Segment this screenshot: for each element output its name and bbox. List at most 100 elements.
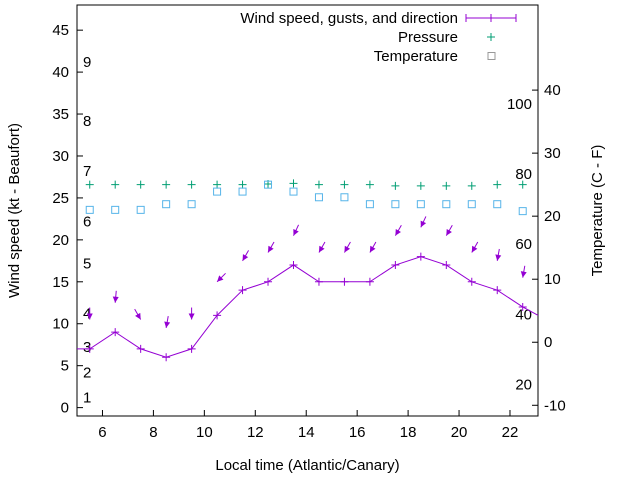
x-tick-label: 10 <box>196 424 213 441</box>
wind-point <box>314 277 323 286</box>
wind-point <box>85 344 94 353</box>
legend-label-pressure: Pressure <box>398 29 458 46</box>
y-tick-label: 15 <box>52 274 69 291</box>
x-tick-label: 22 <box>502 424 519 441</box>
gust-arrow-head <box>293 228 299 236</box>
y-tick-label: 5 <box>61 358 69 375</box>
temperature-point <box>238 187 247 196</box>
wind-point <box>289 261 298 270</box>
temperature-point <box>416 200 425 209</box>
pressure-point <box>314 180 323 189</box>
wind-point <box>467 277 476 286</box>
gust-arrow-head <box>395 228 401 236</box>
pressure-point <box>442 181 451 190</box>
y2-tick-label: 40 <box>544 82 561 99</box>
y-tick-label: 45 <box>52 22 69 39</box>
beaufort-label: 9 <box>83 54 91 71</box>
gust-arrow-head <box>369 245 376 253</box>
pressure-point <box>111 180 120 189</box>
wind-point <box>213 311 222 320</box>
temperature-point <box>518 207 527 216</box>
temperature-point <box>264 180 273 189</box>
temperature-point <box>289 187 298 196</box>
wind-point <box>187 344 196 353</box>
temperature-point <box>314 193 323 202</box>
temperature-point <box>442 200 451 209</box>
gust-arrow-head <box>268 245 274 253</box>
plot-border <box>76 4 539 417</box>
x-tick-label: 16 <box>349 424 366 441</box>
beaufort-label: 3 <box>83 339 91 356</box>
temperature-point <box>111 205 120 214</box>
y2-tick-label: 30 <box>544 145 561 162</box>
y-tick-label: 25 <box>52 190 69 207</box>
pressure-point <box>391 181 400 190</box>
temperature-point <box>85 205 94 214</box>
beaufort-label: 7 <box>83 163 91 180</box>
wind-point <box>442 261 451 270</box>
wind-point <box>518 302 527 311</box>
temperature-point <box>213 187 222 196</box>
beaufort-label: 1 <box>83 390 91 407</box>
beaufort-label: 6 <box>83 213 91 230</box>
wind-point <box>162 353 171 362</box>
pressure-point <box>187 180 196 189</box>
pressure-point <box>493 180 502 189</box>
wind-point <box>340 277 349 286</box>
pressure-point <box>416 181 425 190</box>
temperature-point <box>365 200 374 209</box>
gust-arrow-head <box>112 296 119 303</box>
wind-point <box>111 328 120 337</box>
legend-swatch-temperature <box>487 52 496 60</box>
fahrenheit-label: 60 <box>515 236 532 253</box>
temperature-point <box>467 200 476 209</box>
y-tick-label: 10 <box>52 316 69 333</box>
wind-point <box>365 277 374 286</box>
beaufort-label: 5 <box>83 255 91 272</box>
y-tick-label: 35 <box>52 106 69 123</box>
pressure-point <box>340 180 349 189</box>
gust-arrow-head <box>188 313 195 320</box>
temperature-point <box>493 200 502 209</box>
pressure-point <box>162 180 171 189</box>
temperature-point <box>136 205 145 214</box>
fahrenheit-label: 40 <box>515 307 532 324</box>
pressure-point <box>238 180 247 189</box>
pressure-point <box>136 180 145 189</box>
y2-tick-label: 10 <box>544 271 561 288</box>
wind-line <box>77 256 539 358</box>
x-tick-label: 18 <box>400 424 417 441</box>
x-tick-label: 14 <box>298 424 315 441</box>
y2-tick-label: -10 <box>544 397 566 414</box>
pressure-point <box>213 180 222 189</box>
x-tick-label: 12 <box>247 424 264 441</box>
gust-arrow-head <box>420 220 427 228</box>
y2-tick-label: 20 <box>544 208 561 225</box>
pressure-point <box>518 180 527 189</box>
temperature-point <box>162 200 171 209</box>
gust-arrow-head <box>344 245 351 253</box>
fahrenheit-label: 100 <box>507 96 532 113</box>
wind-point <box>264 277 273 286</box>
legend-swatch-pressure <box>487 33 495 41</box>
y-tick-label: 20 <box>52 232 69 249</box>
legend-label-wind: Wind speed, gusts, and direction <box>240 10 458 27</box>
pressure-point <box>467 181 476 190</box>
beaufort-label: 2 <box>83 364 91 381</box>
gust-arrow-head <box>242 254 249 261</box>
x-tick-label: 8 <box>149 424 157 441</box>
temperature-point <box>187 200 196 209</box>
pressure-point <box>85 180 94 189</box>
gust-arrow-head <box>164 321 171 328</box>
wind-point <box>136 344 145 353</box>
pressure-point <box>365 180 374 189</box>
y-axis-label: Wind speed (kt - Beaufort) <box>6 123 23 298</box>
x-tick-label: 20 <box>451 424 468 441</box>
wind-point <box>416 252 425 261</box>
wind-point <box>391 261 400 270</box>
y2-tick-label: 0 <box>544 334 552 351</box>
gust-arrow-head <box>446 228 452 236</box>
x-axis-label: Local time (Atlantic/Canary) <box>215 457 399 474</box>
